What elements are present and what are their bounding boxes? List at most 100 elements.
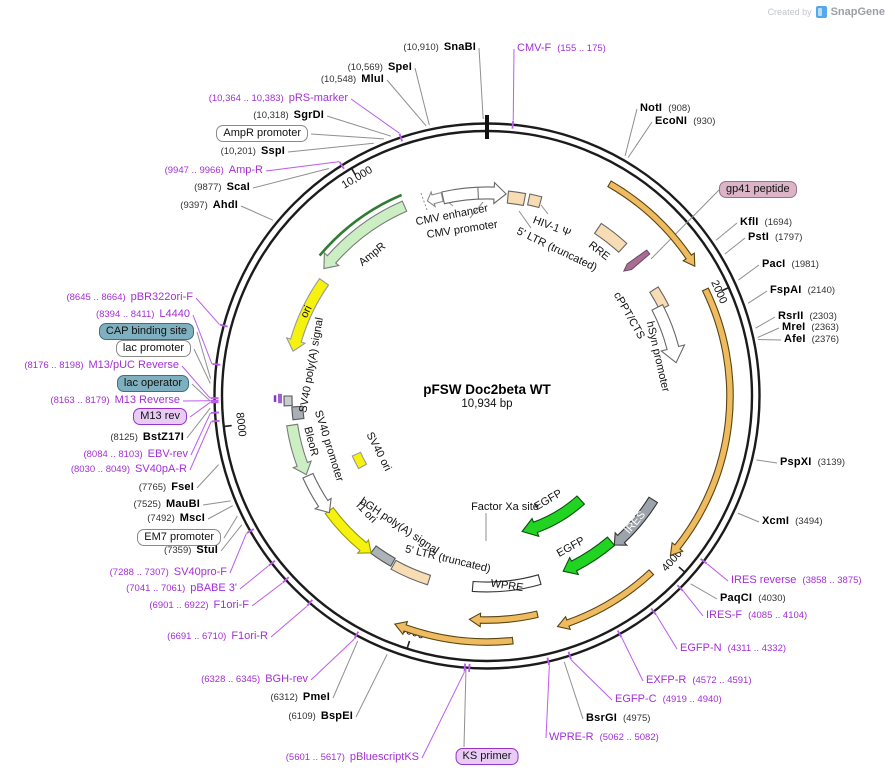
callout-BsrGI[interactable]: BsrGI (4975): [586, 712, 651, 724]
callout-pBluescriptKS[interactable]: (5601 .. 5617) pBluescriptKS: [285, 751, 419, 763]
ltr5-truncated-top-box[interactable]: [506, 190, 527, 207]
callout-PacI[interactable]: PacI (1981): [762, 258, 819, 270]
ampr-arrow[interactable]: [323, 200, 408, 270]
primer-site-tick: [268, 560, 276, 567]
hsyn-promoter-arrow[interactable]: [651, 303, 686, 364]
rre-box[interactable]: [593, 222, 628, 253]
callout-SpeI[interactable]: (10,569) SpeI: [347, 61, 412, 73]
callout-SV40pro-F[interactable]: (7288 .. 7307) SV40pro-F: [109, 566, 227, 578]
callout-PstI[interactable]: PstI (1797): [748, 231, 803, 243]
ampr-cds-arc[interactable]: [318, 193, 403, 257]
primer-site-tick: [650, 607, 657, 616]
callout-EM7-promoter[interactable]: EM7 promoter: [137, 529, 221, 546]
callout-NotI[interactable]: NotI (908): [640, 102, 691, 114]
lac-operator-band[interactable]: [277, 393, 283, 404]
callout-L4440[interactable]: (8394 .. 8411) L4440: [95, 308, 190, 320]
callout-M13-rev[interactable]: M13 rev: [133, 408, 187, 425]
ori-arrow[interactable]: [285, 277, 330, 353]
callout-FseI[interactable]: (7765) FseI: [138, 481, 194, 493]
transcript-arc-3[interactable]: [556, 569, 655, 631]
callout-ScaI[interactable]: (9877) ScaI: [194, 181, 250, 193]
callout-lac-promoter[interactable]: lac promoter: [115, 340, 191, 357]
transcript-arc-4[interactable]: [468, 610, 539, 628]
callout-pRS-marker[interactable]: (10,364 .. 10,383) pRS-marker: [208, 92, 348, 104]
gp41-peptide-arrow[interactable]: [622, 249, 651, 274]
callout-AfeI[interactable]: AfeI (2376): [784, 333, 840, 345]
callout-SspI[interactable]: (10,201) SspI: [220, 145, 285, 157]
callout-CMV-F[interactable]: CMV-F (155 .. 175): [517, 42, 606, 54]
ltr5-truncated-bottom-box[interactable]: [390, 559, 432, 586]
callout-FspAI[interactable]: FspAI (2140): [770, 284, 836, 296]
primer-site-tick: [398, 133, 403, 142]
callout-BGH-rev[interactable]: (6328 .. 6345) BGH-rev: [201, 673, 308, 685]
callout-KflI[interactable]: KflI (1694): [740, 216, 792, 228]
snapgene-logo-icon: [815, 6, 827, 18]
callout-IRES-F[interactable]: IRES-F (4085 .. 4104): [706, 609, 808, 621]
transcript-arc-5[interactable]: [393, 620, 514, 646]
callout-PaqCI[interactable]: PaqCI (4030): [720, 592, 786, 604]
callout-MreI[interactable]: MreI (2363): [782, 321, 839, 333]
ampr-promoter-arrow[interactable]: [426, 190, 444, 208]
callout-StuI[interactable]: (7359) StuI: [163, 544, 218, 556]
sv40-promoter-arrow[interactable]: [302, 472, 332, 514]
egfp-arrow-outer[interactable]: [562, 536, 616, 576]
feature-label-sv40-ori: SV40 ori: [364, 430, 394, 473]
sv40-polya-box[interactable]: [291, 405, 305, 421]
sv40-ori-box[interactable]: [351, 451, 368, 470]
callout-pBR322ori-F[interactable]: (8645 .. 8664) pBR322ori-F: [66, 291, 193, 303]
hiv1-psi-box[interactable]: [526, 193, 543, 209]
callout-M13-Reverse[interactable]: (8163 .. 8179) M13 Reverse: [50, 394, 180, 406]
callout-F1ori-R[interactable]: (6691 .. 6710) F1ori-R: [167, 630, 268, 642]
callout-BstZ17I[interactable]: (8125) BstZ17I: [110, 431, 184, 443]
callout-EXFP-R[interactable]: EXFP-R (4572 .. 4591): [646, 674, 752, 686]
callout-SgrDI[interactable]: (10,318) SgrDI: [253, 109, 324, 121]
callout-pBABE-3-[interactable]: (7041 .. 7061) pBABE 3': [126, 582, 237, 594]
bgh-polya-box[interactable]: [369, 545, 396, 567]
callout-IRES-reverse[interactable]: IRES reverse (3858 .. 3875): [731, 574, 862, 586]
ires-arrow[interactable]: [613, 496, 659, 546]
egfp-arrow-inner[interactable]: [521, 495, 586, 538]
callout-CAP-binding-site[interactable]: CAP binding site: [98, 323, 194, 340]
leader-IRES-F: [683, 590, 704, 617]
callout-KS-primer[interactable]: KS primer: [455, 748, 519, 765]
callout-SnaBI[interactable]: (10,910) SnaBI: [403, 41, 476, 53]
callout-EBV-rev[interactable]: (8084 .. 8103) EBV-rev: [83, 448, 188, 460]
leader-CAP-binding-site: [196, 331, 212, 379]
leader-BGH-rev: [310, 638, 355, 681]
leader-FspAI: [747, 290, 768, 304]
cmv-enhancer-promoter-arrow[interactable]: [441, 181, 507, 205]
m13-band[interactable]: [273, 395, 277, 402]
callout-XcmI[interactable]: XcmI (3494): [762, 515, 823, 527]
f1-ori-arrow[interactable]: [324, 506, 372, 554]
snapgene-watermark[interactable]: Created by SnapGene: [768, 6, 885, 18]
callout-MauBI[interactable]: (7525) MauBI: [133, 498, 200, 510]
callout-lac-operator[interactable]: lac operator: [116, 375, 189, 392]
transcript-arc-1[interactable]: [607, 180, 696, 268]
cap-binding-site-box[interactable]: [283, 395, 293, 407]
callout-PspXI[interactable]: PspXI (3139): [780, 456, 846, 468]
leader-MreI: [757, 327, 780, 338]
callout-AmpR-promoter[interactable]: AmpR promoter: [216, 125, 308, 142]
callout-MluI[interactable]: (10,548) MluI: [320, 73, 384, 85]
callout-EcoNI[interactable]: EcoNI (930): [655, 115, 716, 127]
leader-SspI: [287, 142, 374, 153]
callout-MscI[interactable]: (7492) MscI: [147, 512, 205, 524]
transcript-arc-2[interactable]: [669, 287, 734, 557]
callout-EGFP-N[interactable]: EGFP-N (4311 .. 4332): [680, 642, 787, 654]
callout-F1ori-F[interactable]: (6901 .. 6922) F1ori-F: [149, 599, 249, 611]
callout-EGFP-C[interactable]: EGFP-C (4919 .. 4940): [615, 693, 722, 705]
callout-BspEI[interactable]: (6109) BspEI: [288, 710, 353, 722]
callout-gp41-peptide[interactable]: gp41 peptide: [719, 181, 797, 198]
leader-F1ori-R: [270, 605, 308, 638]
callout-PmeI[interactable]: (6312) PmeI: [270, 691, 330, 703]
callout-WPRE-R[interactable]: WPRE-R (5062 .. 5082): [549, 731, 659, 743]
wpre-box[interactable]: [471, 574, 542, 593]
bleor-arrow[interactable]: [286, 423, 313, 476]
callout-Amp-R[interactable]: (9947 .. 9966) Amp-R: [164, 164, 263, 176]
callout-RsrII[interactable]: RsrII (2303): [778, 310, 837, 322]
callout-AhdI[interactable]: (9397) AhdI: [180, 199, 238, 211]
callout-M13-pUC-Reverse[interactable]: (8176 .. 8198) M13/pUC Reverse: [24, 359, 179, 371]
callout-SV40pA-R[interactable]: (8030 .. 8049) SV40pA-R: [70, 463, 187, 475]
